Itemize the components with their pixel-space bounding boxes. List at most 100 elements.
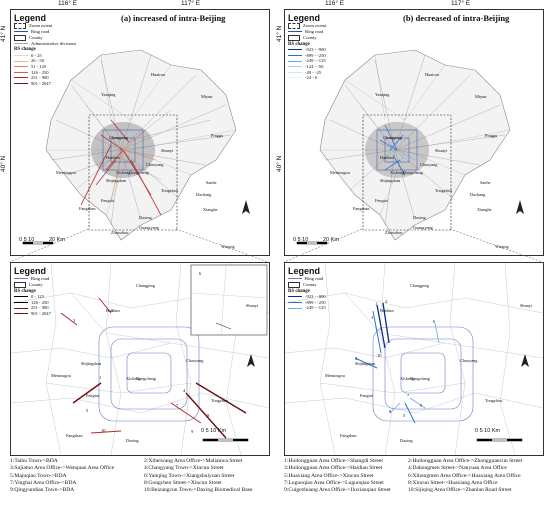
legend-swatch <box>288 296 302 297</box>
notes-mid: 2:Xibeiwang Area Office->Malianwa Street… <box>144 458 252 494</box>
legend-swatch <box>288 302 302 303</box>
notes-left: 1:Taihu Town->BDA 3:Sujiatuo Area Office-… <box>10 458 114 494</box>
legend-swatch <box>14 308 28 309</box>
legend-d-ring-label: Ring road <box>305 276 323 282</box>
note-line: 6:Yanqing Town->Xiangshuiyuan Street <box>144 473 252 480</box>
flow-number: 9 <box>191 429 193 434</box>
note-line: 4:Changyang Town->Xincun Street <box>144 465 252 472</box>
county-swatch-c <box>14 282 26 288</box>
legend-d-county-label: County <box>303 282 317 288</box>
place-label: Fangshan <box>340 433 356 438</box>
note-line: 6:Xihongmen Area Office->Huaxiang Area O… <box>408 473 522 480</box>
place-label: Mentougou <box>51 373 71 378</box>
scale-d-label: 0 5 10 Km <box>475 428 500 434</box>
county-swatch-d <box>288 282 300 288</box>
legend-d: Legend Ring road County RS change -923 -… <box>288 266 368 311</box>
place-label: Haidian <box>380 308 394 313</box>
note-line: 3:Huilongguan Area Office->Haidian Stree… <box>284 465 391 472</box>
place-label: Daxing <box>400 438 413 443</box>
place-label: Shijingshan <box>355 361 375 366</box>
place-label: Shunyi <box>246 303 258 308</box>
flow-number: 4 <box>355 356 357 361</box>
note-line: 9:Cuigezhuang Area Office->Jiuxianqiao S… <box>284 487 391 494</box>
flow-d-6 <box>435 323 439 343</box>
place-label: Fangshan <box>66 433 82 438</box>
legend-d-title: Legend <box>288 266 368 276</box>
flow-number: 1 <box>99 375 101 380</box>
legend-swatch <box>14 296 28 297</box>
ring-road-swatch-c <box>14 278 28 279</box>
place-label: Fengtai <box>360 393 373 398</box>
legend-c-classes-row: 901 - 2047 <box>14 311 94 317</box>
place-label: Chaoyang <box>186 358 203 363</box>
notes-right1: 1:Huilongguan Area Office->Shangdi Stree… <box>284 458 391 494</box>
flow-c-7 <box>91 431 121 433</box>
note-line: 4:Dahongmen Street->Nanyuan Area Office <box>408 465 522 472</box>
ring-road-swatch-d <box>288 278 302 279</box>
note-line: 5:Huaxiang Area Office->Xincun Street <box>284 473 391 480</box>
flow-number: 6 <box>433 319 435 324</box>
legend-c-title: Legend <box>14 266 94 276</box>
scale-bar-d <box>477 439 522 441</box>
legend-d-classes: -923 - -900 -899 - -250 -249 - -125 <box>288 294 368 311</box>
legend-c-county-label: County <box>29 282 43 288</box>
flow-number: 8 <box>207 413 209 418</box>
notes-right2: 2:Huilongguan Area Office->Zhongguancun … <box>408 458 522 494</box>
flow-d-5 <box>405 403 415 423</box>
note-line: 2:Xibeiwang Area Office->Malianwa Street <box>144 458 252 465</box>
flow-number: 7 <box>407 393 409 398</box>
flow-number: 3 <box>73 318 75 323</box>
flow-number: 10 <box>377 353 382 358</box>
place-label: Dongcheng <box>410 376 430 381</box>
legend-swatch <box>14 302 28 303</box>
scale-c-label: 0 5 10 Km <box>201 428 226 434</box>
legend-c-ring-label: Ring road <box>31 276 49 282</box>
note-line: 9:Qingyundian Town->BDA <box>10 487 114 494</box>
legend-c: Legend Ring road County RS change 0 - 12… <box>14 266 94 317</box>
place-label: Tongzhou <box>485 398 502 403</box>
place-label: Chaoyang <box>460 358 477 363</box>
flow-number: 2 <box>111 308 113 313</box>
legend-swatch <box>288 308 302 309</box>
place-label: Tongzhou <box>211 398 228 403</box>
legend-c-classes: 0 - 125 126 - 250 251 - 900 901 - 2047 <box>14 294 94 316</box>
inset-map-c <box>191 265 267 335</box>
ring-roads-c <box>99 327 199 421</box>
place-label: Changping <box>136 283 155 288</box>
flow-number: 5 <box>403 413 405 418</box>
flow-number: 9 <box>420 403 422 408</box>
place-label: Changping <box>410 283 429 288</box>
place-label: Shijingshan <box>81 361 101 366</box>
scale-bar-c <box>203 439 248 441</box>
flow-number: 6 <box>199 271 201 276</box>
note-line: 10:Sijiqing Area Office->Zhanlan Road St… <box>408 487 522 494</box>
legend-class-label: 901 - 2047 <box>31 311 51 317</box>
legend-swatch <box>14 313 28 314</box>
flow-number: 7 <box>176 403 178 408</box>
note-line: 8:Gongchen Street->Xincun Street <box>144 480 252 487</box>
flow-number: 8 <box>389 409 391 414</box>
zoom-connectors <box>0 0 550 270</box>
place-label: Mentougou <box>325 373 345 378</box>
flow-number: 1 <box>375 301 377 306</box>
north-arrow-d <box>521 354 529 367</box>
flow-number: 3 <box>371 315 373 320</box>
flow-number: 4 <box>183 388 185 393</box>
place-label: Dongcheng <box>136 376 156 381</box>
legend-class-label: -249 - -125 <box>305 305 326 311</box>
map-panel-c: Legend Ring road County RS change 0 - 12… <box>10 262 270 456</box>
note-line: 10:Beizangcun Town->Daxing Biomedical Ba… <box>144 487 252 494</box>
flow-number: 10 <box>101 428 106 433</box>
legend-d-classes-row: -249 - -125 <box>288 305 368 311</box>
place-label: Shunyi <box>520 303 532 308</box>
place-label: Daxing <box>126 438 139 443</box>
flow-number: 5 <box>86 408 88 413</box>
note-line: 3:Sujiatuo Area Office->Wenquan Area Off… <box>10 465 114 472</box>
note-line: 5:Majuqiao Town->BDA <box>10 473 114 480</box>
place-label: Fengtai <box>86 393 99 398</box>
map-panel-d: Legend Ring road County RS change -923 -… <box>284 262 544 456</box>
flow-d-7 <box>410 398 425 408</box>
north-arrow-c <box>247 354 255 367</box>
note-line: 7:Yinghai Area Office->BDA <box>10 480 114 487</box>
flow-number: 2 <box>385 299 387 304</box>
